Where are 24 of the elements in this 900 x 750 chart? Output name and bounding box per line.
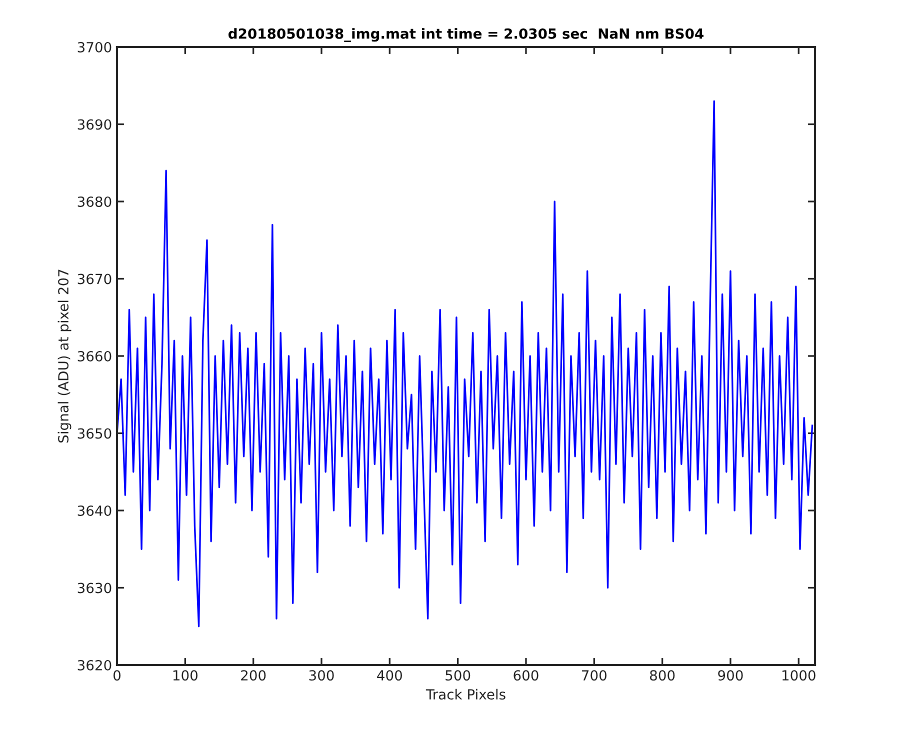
- y-tick-label: 3670: [78, 274, 112, 284]
- y-tick-label: 3640: [78, 505, 112, 516]
- x-tick-label: 0: [113, 670, 120, 681]
- x-tick-label: 500: [446, 670, 470, 681]
- y-axis-title: Signal (ADU) at pixel 207: [58, 270, 72, 443]
- x-tick-label: 600: [514, 670, 538, 681]
- y-tick-label: 3690: [78, 119, 112, 130]
- x-tick-label: 800: [650, 670, 675, 681]
- x-tick-label: 700: [582, 670, 606, 681]
- x-tick-label: 300: [309, 670, 334, 681]
- line-series: [117, 100, 814, 628]
- y-tick-label: 3660: [78, 350, 112, 362]
- x-tick-label: 200: [241, 670, 266, 681]
- x-tick-label: 1000: [782, 670, 816, 681]
- y-tick-label: 3620: [78, 660, 112, 670]
- x-axis-title: Track Pixels: [426, 688, 506, 700]
- x-tick-label: 900: [718, 670, 743, 681]
- y-tick-label: 3700: [78, 42, 112, 52]
- y-tick-label: 3680: [78, 196, 112, 207]
- y-tick-label: 3630: [78, 582, 112, 594]
- y-tick-label: 3650: [78, 428, 112, 439]
- chart-title: d20180501038_img.mat int time = 2.0305 sec NaN nm BS04: [228, 28, 704, 42]
- x-tick-label: 400: [377, 670, 402, 681]
- x-tick-label: 100: [173, 670, 198, 681]
